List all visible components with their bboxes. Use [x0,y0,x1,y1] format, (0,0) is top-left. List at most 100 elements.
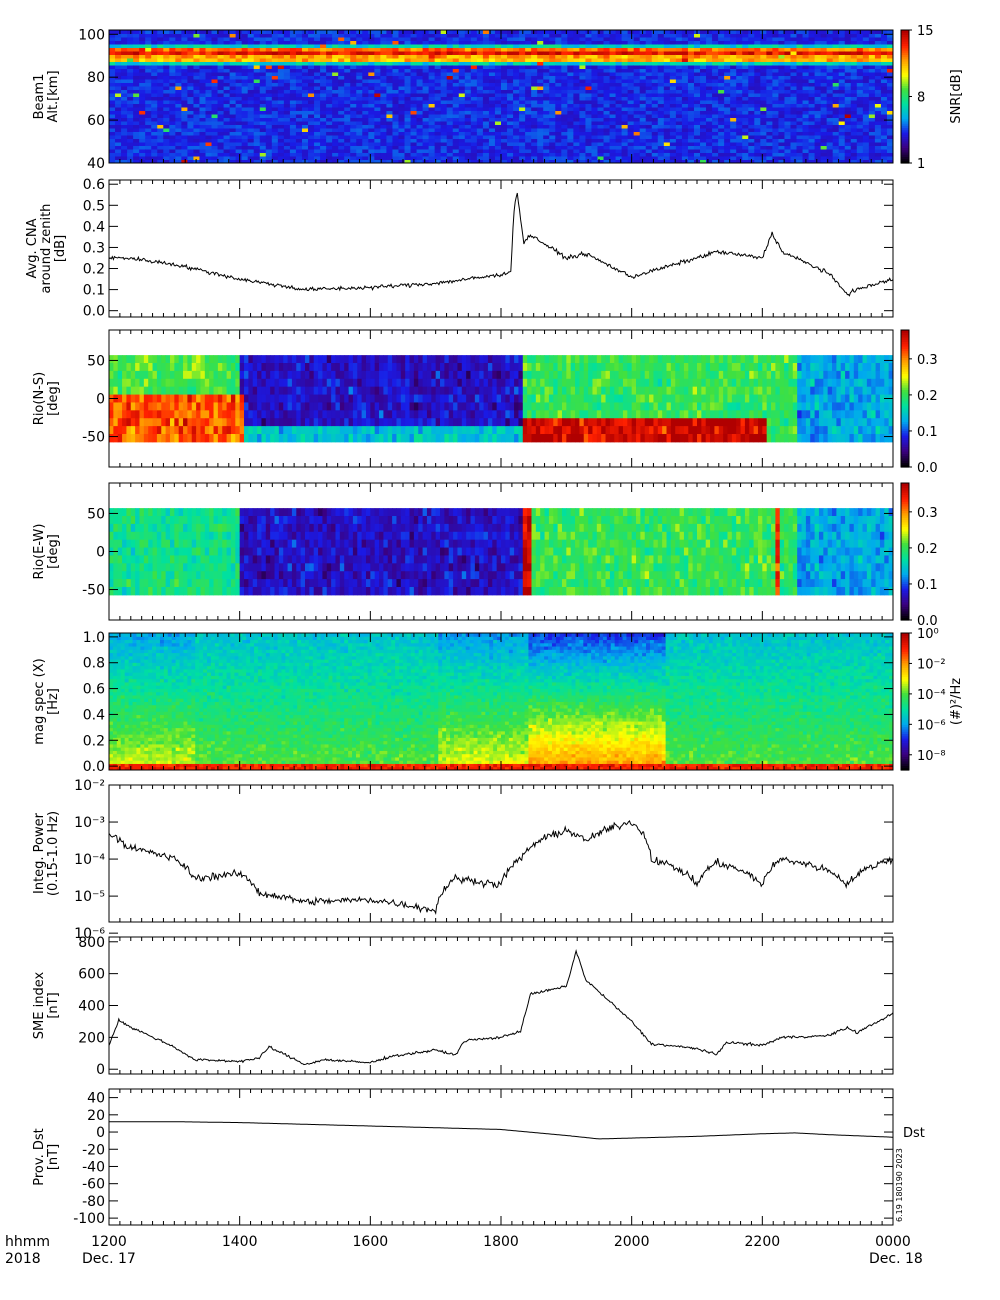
heatmap-cell [356,33,363,38]
heatmap-cell [283,135,291,139]
heatmap-cell [700,89,707,94]
heatmap-cell [157,89,164,94]
heatmap-cell [494,93,502,97]
heatmap-cell [362,110,369,115]
heatmap-cell [314,58,321,62]
heatmap-cell [675,47,683,52]
heatmap-cell [368,58,375,62]
heatmap-cell [754,65,761,69]
heatmap-cell [332,152,339,157]
heatmap-cell [796,65,804,69]
heatmap-cell [627,159,635,164]
heatmap-cell [404,61,412,66]
heatmap-cell [766,68,773,73]
heatmap-cell [247,156,255,160]
heatmap-cell [145,47,152,52]
heatmap-cell [121,114,128,118]
heatmap-cell [217,30,225,34]
heatmap-cell [326,96,333,101]
heatmap-cell [549,58,556,62]
heatmap-cell [645,159,653,164]
heatmap-cell [886,142,894,146]
heatmap-cell [464,124,472,129]
heatmap-cell [247,33,255,38]
heatmap-cell [766,114,773,118]
heatmap-cell [693,145,701,150]
heatmap-cell [736,79,743,83]
heatmap-cell [151,159,158,164]
heatmap-cell [211,100,219,104]
heatmap-cell [464,138,472,143]
heatmap-cell [133,86,140,90]
heatmap-cell [392,47,399,52]
heatmap-cell [555,110,562,115]
heatmap-cell [386,114,393,118]
heatmap-cell [687,65,695,69]
heatmap-cell [736,128,743,132]
heatmap-cell [398,47,406,52]
heatmap-cell [681,65,689,69]
heatmap-cell [621,65,629,69]
heatmap-cell [241,131,249,136]
heatmap-cell [880,121,888,125]
heatmap-cell [627,79,635,83]
heatmap-cell [796,145,804,150]
heatmap-cell [802,37,810,41]
heatmap-cell [645,82,653,87]
heatmap-cell [434,142,442,146]
heatmap-cell [434,47,442,52]
heatmap-cell [549,117,556,122]
heatmap-cell [603,44,611,48]
heatmap-cell [651,86,659,90]
heatmap-cell [886,44,894,48]
heatmap-cell [428,44,436,48]
heatmap-cell [700,138,707,143]
heatmap-cell [790,149,798,153]
heatmap-cell [633,40,641,45]
heatmap-cell [211,51,219,55]
heatmap-cell [639,117,647,122]
heatmap-cell [772,135,779,139]
heatmap-cell [488,82,496,87]
heatmap-cell [669,68,677,73]
heatmap-cell [838,159,846,164]
heatmap-cell [706,145,713,150]
heatmap-cell [350,138,357,143]
heatmap-cell [434,156,442,160]
heatmap-cell [519,72,526,76]
heatmap-cell [874,124,882,129]
heatmap-cell [320,47,327,52]
heatmap-cell [151,86,158,90]
heatmap-cell [422,37,430,41]
heatmap-cell [760,145,767,150]
heatmap-cell [856,135,864,139]
heatmap-cell [874,121,882,125]
heatmap-cell [217,82,225,87]
heatmap-cell [301,61,309,66]
heatmap-cell [591,152,598,157]
heatmap-cell [573,58,580,62]
heatmap-cell [555,156,562,160]
heatmap-cell [217,33,225,38]
heatmap-cell [115,75,122,80]
heatmap-cell [621,107,629,111]
heatmap-cell [730,96,737,101]
heatmap-cell [609,138,617,143]
heatmap-cell [434,110,442,115]
heatmap-cell [193,86,200,90]
heatmap-cell [826,124,834,129]
heatmap-cell [633,89,641,94]
heatmap-cell [295,51,303,55]
heatmap-cell [639,40,647,45]
heatmap-cell [494,135,502,139]
heatmap-cell [736,114,743,118]
heatmap-cell [283,82,291,87]
heatmap-cell [253,121,261,125]
heatmap-cell [700,30,707,34]
heatmap-cell [681,124,689,129]
heatmap-cell [736,103,743,108]
heatmap-cell [748,100,755,104]
heatmap-cell [332,82,339,87]
heatmap-cell [796,114,804,118]
heatmap-cell [199,131,206,136]
